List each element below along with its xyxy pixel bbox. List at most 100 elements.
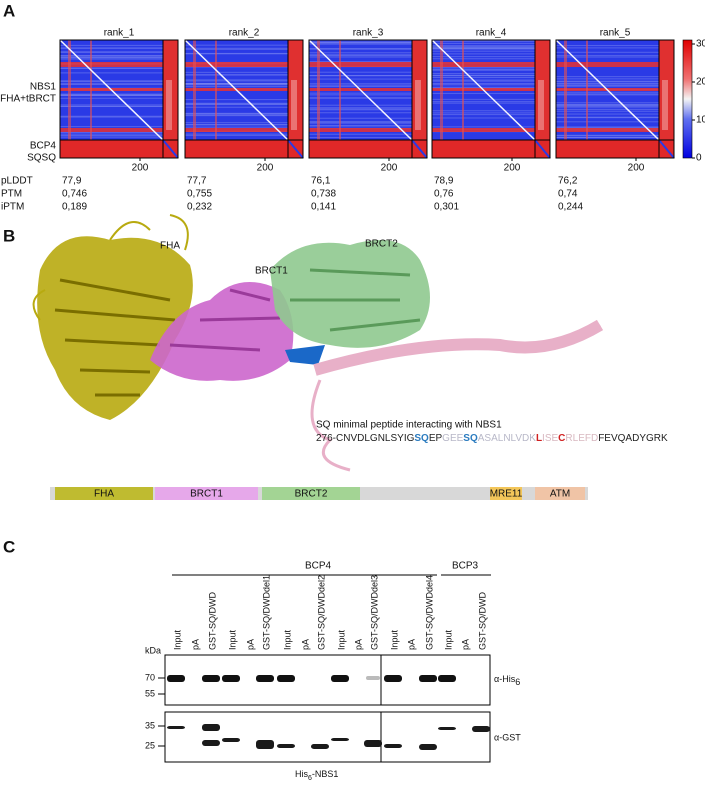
lane-label: Input [227, 629, 237, 650]
band [384, 675, 402, 682]
heatmap-diagonal [184, 39, 289, 141]
sequence-part: ASALNLVDK [478, 433, 537, 444]
x-tick-label: 200 [628, 163, 645, 174]
heatmap-texture [432, 75, 535, 77]
heatmap-band [309, 62, 412, 67]
metric-value: 0,738 [311, 189, 336, 200]
metric-label: PTM [1, 189, 22, 200]
metric-value: 0,76 [434, 189, 454, 200]
antibody-label: α-GST [494, 732, 521, 742]
heatmap-texture [185, 106, 288, 108]
heatmap-texture [556, 76, 659, 78]
domain-label: BRCT2 [295, 489, 328, 500]
heatmap-texture [309, 104, 412, 106]
heatmap-texture [556, 104, 659, 106]
bait-text: His [295, 769, 308, 779]
metric-label: iPTM [1, 202, 24, 213]
heatmap-texture [556, 91, 659, 93]
panel-letter: C [3, 537, 15, 556]
lane-label: GST-SQ/DWD [477, 592, 487, 650]
lane-label: pA [190, 639, 200, 650]
heatmap-texture [309, 71, 412, 73]
heatmap-band [586, 40, 588, 140]
heatmap-texture [432, 42, 535, 44]
sequence-part: RLEFD [565, 433, 598, 444]
heatmap-band [339, 40, 341, 140]
heatmap-texture [432, 56, 535, 58]
heatmap-texture [432, 79, 535, 81]
heatmap-strip [166, 80, 172, 130]
heatmap-texture [432, 117, 535, 119]
domain [535, 487, 585, 500]
metric-value: 0,746 [62, 189, 87, 200]
metric-value: 0,244 [558, 202, 583, 213]
heatmap-texture [556, 83, 659, 85]
heatmap-texture [432, 86, 535, 88]
heatmap-texture [185, 126, 288, 128]
domain [55, 487, 153, 500]
marker-label: 70 [145, 672, 155, 682]
heatmap-texture [185, 52, 288, 54]
band [419, 675, 437, 682]
row-label: BCP4 [30, 141, 57, 152]
heatmap-strip [662, 80, 668, 130]
heatmap-texture [309, 92, 412, 94]
rank-title: rank_1 [104, 28, 135, 39]
rank-title: rank_5 [600, 28, 631, 39]
heatmap-texture [556, 116, 659, 118]
heatmap-texture [185, 103, 288, 105]
heatmap-texture [185, 48, 288, 50]
heatmap-texture [556, 103, 659, 105]
heatmap-texture [432, 84, 535, 86]
structure-label: FHA [160, 241, 180, 252]
colorbar-label: 10 [696, 115, 705, 126]
band [222, 738, 240, 742]
lane-label: pA [300, 639, 310, 650]
heatmap-texture [309, 112, 412, 114]
heatmap-strip [556, 140, 674, 158]
heatmap-texture [309, 48, 412, 50]
heatmap-frame [555, 39, 675, 159]
heatmap-band [90, 40, 92, 140]
heatmap-strip [538, 80, 544, 130]
heatmap-texture [60, 72, 163, 74]
heatmap-diagonal [308, 39, 413, 141]
heatmap-texture [432, 114, 535, 116]
heatmap-texture [556, 81, 659, 83]
heatmap-texture [309, 97, 412, 99]
metric-value: 76,2 [558, 176, 578, 187]
panel-letter: B [3, 226, 15, 245]
band [167, 675, 185, 682]
heatmap-texture [185, 71, 288, 73]
heatmap-diagonal [59, 39, 164, 141]
heatmap-texture [309, 107, 412, 109]
heatmap-texture [60, 132, 163, 134]
heatmap-texture [432, 102, 535, 104]
heatmap-texture [185, 83, 288, 85]
heatmap-texture [556, 51, 659, 53]
heatmap-texture [60, 51, 163, 53]
lane-label: pA [460, 639, 470, 650]
heatmap-texture [185, 79, 288, 81]
lane-label: Input [443, 629, 453, 650]
band [311, 744, 329, 749]
heatmap-band [185, 62, 288, 67]
band [438, 727, 456, 730]
heatmap-band [60, 128, 163, 132]
band [256, 740, 274, 749]
heatmap-texture [432, 112, 535, 114]
lane-label: pA [245, 639, 255, 650]
domain [155, 487, 258, 500]
heatmap-diagonal [411, 139, 428, 159]
heatmap-texture [432, 67, 535, 69]
metric-label: pLDDT [1, 176, 33, 187]
metric-value: 0,189 [62, 202, 87, 213]
bait-label: His6-NBS1 [295, 769, 338, 781]
heatmap-texture [60, 104, 163, 106]
heatmap-strip [185, 140, 303, 158]
heatmap-texture [432, 45, 535, 47]
lane-label: GST-SQ/DWDdel2 [316, 575, 326, 650]
heatmap-band [440, 40, 443, 140]
heatmap-texture [556, 102, 659, 104]
sequence-part: C [558, 433, 565, 444]
